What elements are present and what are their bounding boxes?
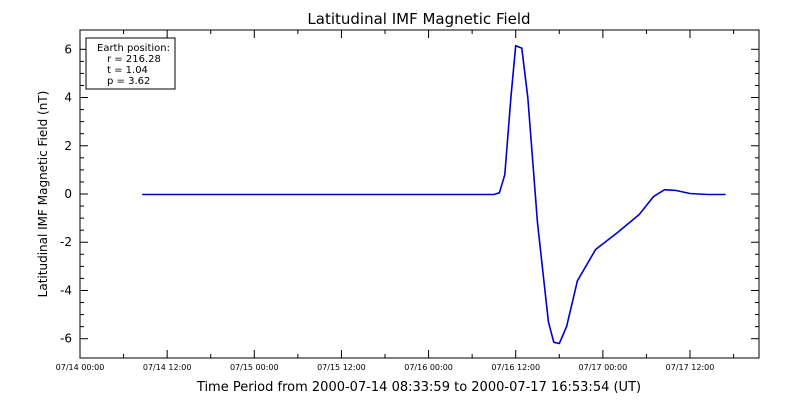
y-tick-label: -6 bbox=[60, 332, 72, 346]
y-axis: -6 -4 -2 0 2 4 6 bbox=[60, 42, 759, 346]
y-tick-label: 6 bbox=[64, 42, 72, 56]
chart-title: Latitudinal IMF Magnetic Field bbox=[307, 10, 530, 28]
x-tick-label: 07/15 12:00 bbox=[317, 363, 366, 372]
earth-position-legend: Earth position: r = 216.28 t = 1.04 p = … bbox=[85, 37, 176, 90]
series-group bbox=[142, 44, 726, 345]
earth-position-p: p = 3.62 bbox=[107, 76, 150, 87]
earth-position-heading: Earth position: bbox=[97, 43, 170, 54]
earth-position-t: t = 1.04 bbox=[107, 65, 148, 76]
y-tick-label: 2 bbox=[64, 139, 72, 153]
x-tick-label: 07/16 12:00 bbox=[491, 363, 540, 372]
x-tick-label: 07/17 12:00 bbox=[666, 363, 715, 372]
y-tick-label: 4 bbox=[64, 91, 72, 105]
y-axis-label: Latitudinal IMF Magnetic Field (nT) bbox=[36, 91, 50, 298]
x-tick-label: 07/14 00:00 bbox=[56, 363, 105, 372]
earth-position-box bbox=[85, 37, 176, 90]
series-line bbox=[142, 44, 726, 345]
x-tick-label: 07/14 12:00 bbox=[143, 363, 192, 372]
y-tick-label: 0 bbox=[64, 187, 72, 201]
x-tick-label: 07/16 00:00 bbox=[404, 363, 453, 372]
x-axis: 07/14 00:00 07/14 12:00 07/15 00:00 07/15 1… bbox=[56, 30, 735, 372]
x-tick-label: 07/17 00:00 bbox=[579, 363, 628, 372]
earth-position-r: r = 216.28 bbox=[107, 54, 161, 65]
x-tick-label: 07/15 00:00 bbox=[230, 363, 279, 372]
y-tick-label: -4 bbox=[60, 283, 72, 297]
x-axis-label: Time Period from 2000-07-14 08:33:59 to … bbox=[196, 380, 641, 395]
y-tick-label: -2 bbox=[60, 235, 72, 249]
